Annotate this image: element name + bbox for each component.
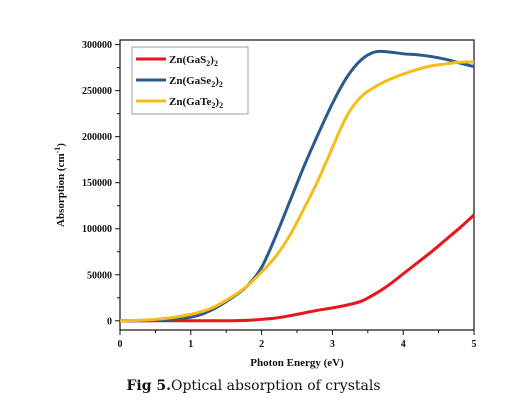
legend-label-3: Zn(GaTe2)2 [169,96,223,110]
legend-label-sub: 2 [219,80,223,89]
legend-label-mid: ) [215,75,219,87]
y-tick-label-0: 0 [107,316,112,327]
caption-label: Fig 5. [126,378,171,394]
x-tick-label-0: 0 [118,339,123,350]
y-axis-title-main: Absorption (cm [55,153,67,227]
x-tick-label-3: 3 [330,339,335,350]
y-axis-title-sup: -1 [53,147,62,154]
y-tick-label-100000: 100000 [82,224,112,235]
series-line-1 [120,213,474,323]
x-tick-label-2: 2 [259,339,264,350]
y-tick-label-300000: 300000 [82,40,112,51]
absorption-chart: 0 1 2 3 4 5 0 50000 100000 150000 200000 250000 3000… [53,39,477,369]
legend-label-sub: 2 [206,59,210,68]
legend-label-base: Zn(GaSe [169,75,211,87]
legend-label-sub: 2 [214,59,218,68]
legend-label-sub: 2 [211,101,215,110]
legend-label-1: Zn(GaS2)2 [169,54,218,68]
x-axis-title: Photon Energy (eV) [250,357,344,369]
legend-label-sub: 2 [219,101,223,110]
y-axis-title: Absorption (cm-1) [53,143,67,227]
y-tick-label-250000: 250000 [82,86,112,97]
figure-caption: Fig 5.Optical absorption of crystals [0,378,507,394]
x-tick-label-1: 1 [188,339,193,350]
legend-label-sub: 2 [211,80,215,89]
series-line-3 [120,60,474,323]
y-tick-label-150000: 150000 [82,178,112,189]
x-tick-label-5: 5 [472,339,477,350]
legend-label-mid: ) [210,54,214,66]
series-lines [120,49,474,323]
y-tick-label-200000: 200000 [82,132,112,143]
x-tick-label-4: 4 [401,339,406,350]
legend-label-base: Zn(GaS [169,54,206,66]
legend-label-mid: ) [215,96,219,108]
legend-label-base: Zn(GaTe [169,96,212,108]
y-axis-title-suffix: ) [55,143,67,147]
y-tick-label-50000: 50000 [87,270,112,281]
caption-text: Optical absorption of crystals [170,378,381,394]
legend-label-2: Zn(GaSe2)2 [169,75,223,89]
